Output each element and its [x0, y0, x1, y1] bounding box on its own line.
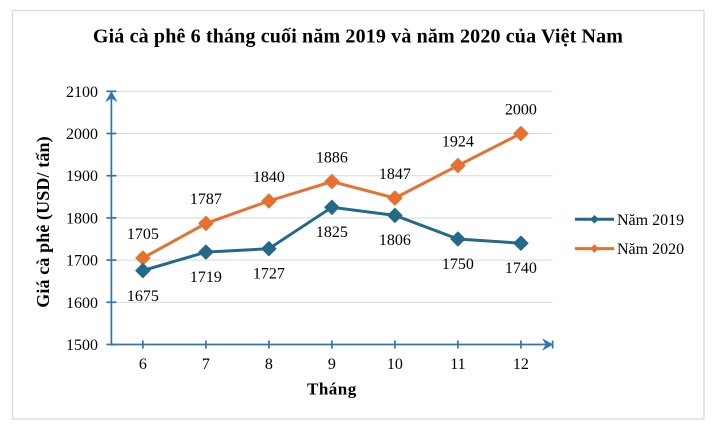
svg-text:1705: 1705 — [127, 226, 159, 243]
svg-text:1787: 1787 — [190, 191, 222, 208]
svg-text:1900: 1900 — [66, 168, 98, 185]
svg-text:Giá cà phê (USD/ tấn): Giá cà phê (USD/ tấn) — [33, 136, 54, 308]
svg-text:1700: 1700 — [66, 253, 98, 270]
svg-text:1750: 1750 — [442, 256, 474, 273]
svg-text:9: 9 — [328, 356, 336, 373]
svg-text:7: 7 — [202, 356, 210, 373]
svg-text:10: 10 — [387, 356, 403, 373]
svg-text:1840: 1840 — [253, 169, 285, 186]
svg-text:12: 12 — [513, 356, 529, 373]
svg-text:1740: 1740 — [505, 260, 537, 277]
svg-text:1924: 1924 — [442, 133, 474, 150]
svg-text:1806: 1806 — [379, 232, 411, 249]
svg-text:1825: 1825 — [316, 224, 348, 241]
svg-text:2000: 2000 — [66, 126, 98, 143]
svg-text:1847: 1847 — [379, 166, 411, 183]
svg-text:1886: 1886 — [316, 149, 348, 166]
svg-text:2000: 2000 — [505, 101, 537, 118]
svg-text:1800: 1800 — [66, 210, 98, 227]
svg-text:1600: 1600 — [66, 295, 98, 312]
svg-text:11: 11 — [450, 356, 465, 373]
svg-text:Năm 2020: Năm 2020 — [617, 241, 684, 258]
svg-text:8: 8 — [265, 356, 273, 373]
svg-text:1675: 1675 — [127, 288, 159, 305]
svg-text:1719: 1719 — [190, 269, 222, 286]
svg-text:Giá cà phê 6 tháng cuối năm 20: Giá cà phê 6 tháng cuối năm 2019 và năm … — [93, 26, 623, 48]
svg-text:1500: 1500 — [66, 337, 98, 354]
svg-text:Tháng: Tháng — [307, 380, 357, 399]
svg-text:1727: 1727 — [253, 266, 285, 283]
svg-text:6: 6 — [139, 356, 147, 373]
svg-text:2100: 2100 — [66, 84, 98, 101]
svg-text:Năm 2019: Năm 2019 — [617, 212, 684, 229]
